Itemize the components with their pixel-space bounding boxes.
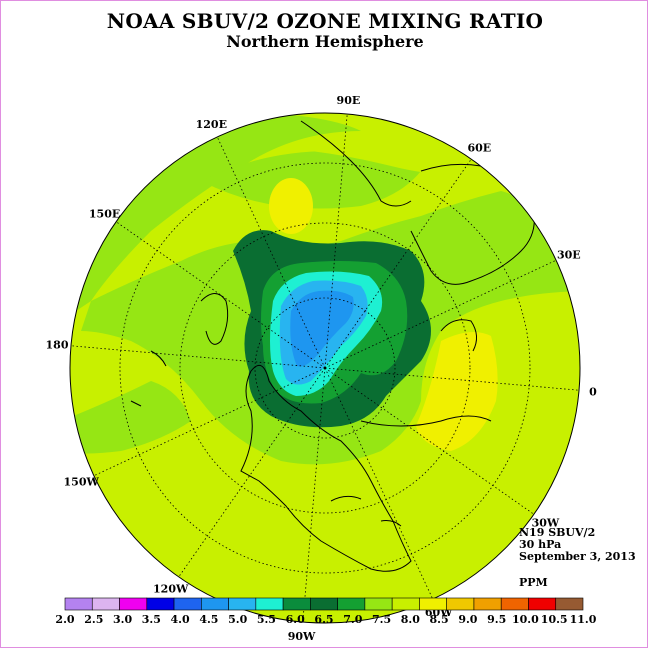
longitude-label: 150E <box>89 208 120 221</box>
page-title: NOAA SBUV/2 OZONE MIXING RATIO <box>106 9 544 33</box>
meridian-line <box>324 113 348 369</box>
colorbar-swatch <box>500 597 529 611</box>
longitude-label: 60E <box>467 142 491 155</box>
graticule <box>119 162 531 574</box>
meridian-line <box>115 221 326 369</box>
meridian-line <box>324 367 434 600</box>
instrument-label: N19 SBUV/2 <box>519 526 596 539</box>
longitude-label: 120E <box>196 118 227 131</box>
colorbar-swatch <box>173 597 202 611</box>
field-8-5-a <box>269 178 313 234</box>
meridian-line <box>324 367 580 391</box>
colorbar-ticks: 2.0 2.5 3.0 3.5 4.0 4.5 5.0 5.5 6.0 6.5 7.0 7.5 8.0 8… <box>55 613 596 626</box>
colorbar-swatch <box>91 597 120 611</box>
field-7-5-c <box>201 151 421 209</box>
field-8-5-b <box>416 332 498 451</box>
longitude-label: 30E <box>557 248 581 261</box>
meridian-line <box>302 367 326 623</box>
colorbar-tick-label: 2.5 <box>84 613 103 626</box>
page-subtitle: Northern Hemisphere <box>226 32 424 51</box>
meridian-line <box>216 136 326 369</box>
colorbar-swatch <box>228 597 257 611</box>
colorbar-swatch <box>64 597 93 611</box>
field-4-5 <box>290 290 354 367</box>
colorbar-swatch <box>419 597 447 611</box>
colorbar-swatch <box>391 597 420 611</box>
colorbar-tick-label: 4.5 <box>199 613 218 626</box>
colorbar-tick-label: 3.0 <box>113 613 132 626</box>
colorbar-swatch <box>364 597 393 611</box>
info-block: N19 SBUV/2 30 hPa September 3, 2013 <box>519 527 636 563</box>
colorbar-tick-label: 2.0 <box>55 613 74 626</box>
longitude-label: 180 <box>46 339 69 352</box>
colorbar-tick-label: 7.5 <box>372 613 391 626</box>
colorbar-swatch <box>119 597 148 611</box>
field-7-5-d <box>70 381 191 454</box>
colorbar-swatch <box>528 597 557 611</box>
colorbar-tick-label: 5.5 <box>257 613 276 626</box>
colorbar-tick-label: 7.0 <box>343 613 362 626</box>
longitude-label: 0 <box>589 385 597 398</box>
longitude-label: 150W <box>64 476 100 489</box>
colorbar-swatch <box>282 597 311 611</box>
meridians <box>70 113 580 623</box>
colorbar-tick-label: 5.0 <box>228 613 247 626</box>
meridian-line <box>178 367 326 578</box>
colorbar-swatch <box>146 597 175 611</box>
colorbar-tick-label: 10.5 <box>541 613 568 626</box>
meridian-line <box>70 345 326 369</box>
longitude-label: 90W <box>288 630 316 643</box>
field-8-0-b <box>311 133 473 176</box>
colorbar-tick-label: 8.0 <box>401 613 420 626</box>
colorbar-tick-label: 11.0 <box>570 613 597 626</box>
colorbar-tick-label: 4.0 <box>171 613 190 626</box>
longitude-label: 90E <box>337 94 361 107</box>
meridian-line <box>324 158 472 369</box>
colorbar-swatch <box>473 597 502 611</box>
map-boundary <box>69 112 581 624</box>
colorbar-tick-label: 9.0 <box>458 613 477 626</box>
colorbar-tick-label: 6.5 <box>314 613 333 626</box>
colorbar-tick-label: 10.0 <box>512 613 539 626</box>
colorbar-swatch <box>310 597 338 611</box>
meridian-line <box>324 367 535 515</box>
meridian-line <box>93 367 326 477</box>
longitude-label: 120W <box>153 582 189 595</box>
colorbar-tick-label: 6.0 <box>286 613 305 626</box>
units-label: PPM <box>519 576 548 589</box>
colorbar-swatch <box>337 597 366 611</box>
colorbar-swatch <box>446 597 475 611</box>
level-label: 30 hPa <box>519 538 562 551</box>
colorbar-tick-label: 3.5 <box>142 613 161 626</box>
colorbar-swatch <box>555 597 584 611</box>
colorbar-tick-label: 8.5 <box>430 613 449 626</box>
meridian-line <box>324 259 557 369</box>
date-label: September 3, 2013 <box>519 550 636 563</box>
colorbar-tick-label: 9.5 <box>487 613 506 626</box>
colorbar-swatch <box>255 597 284 611</box>
colorbar-swatch <box>201 597 229 611</box>
longitude-label: 30W <box>532 516 560 529</box>
colorbar-boxes <box>64 597 584 611</box>
